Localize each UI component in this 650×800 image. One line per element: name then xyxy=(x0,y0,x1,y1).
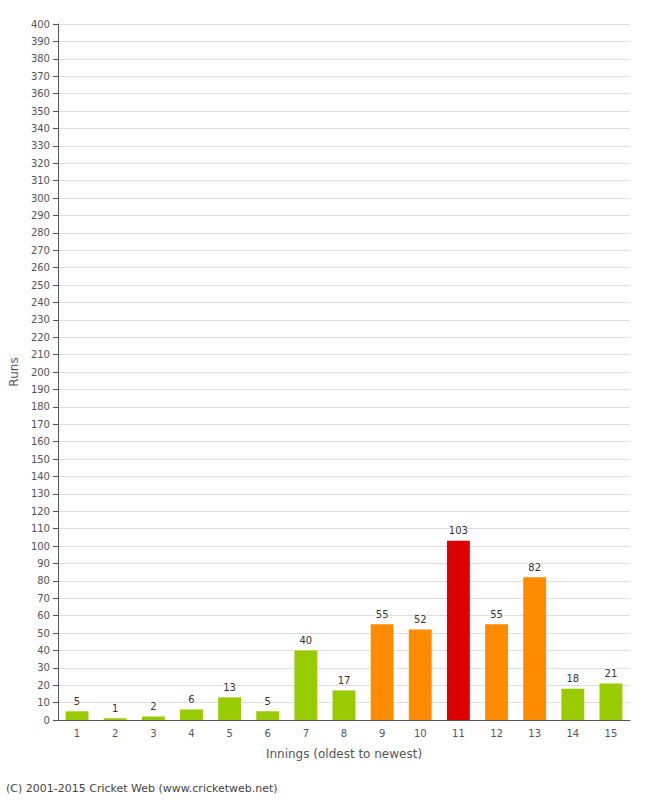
svg-text:Innings (oldest to newest): Innings (oldest to newest) xyxy=(266,747,422,761)
svg-text:140: 140 xyxy=(31,471,50,482)
svg-text:(C) 2001-2015 Cricket Web (www: (C) 2001-2015 Cricket Web (www.cricketwe… xyxy=(6,782,278,795)
svg-text:20: 20 xyxy=(37,680,50,691)
svg-text:2: 2 xyxy=(150,701,156,712)
svg-text:230: 230 xyxy=(31,314,50,325)
svg-text:280: 280 xyxy=(31,227,50,238)
svg-text:13: 13 xyxy=(223,682,236,693)
svg-text:1: 1 xyxy=(74,728,80,739)
svg-text:10: 10 xyxy=(414,728,427,739)
svg-text:17: 17 xyxy=(338,675,351,686)
svg-text:380: 380 xyxy=(31,53,50,64)
svg-text:400: 400 xyxy=(31,19,50,30)
svg-text:360: 360 xyxy=(31,88,50,99)
svg-text:30: 30 xyxy=(37,662,50,673)
svg-text:6: 6 xyxy=(265,728,271,739)
svg-text:300: 300 xyxy=(31,193,50,204)
svg-text:290: 290 xyxy=(31,210,50,221)
svg-text:14: 14 xyxy=(566,728,579,739)
svg-text:40: 40 xyxy=(37,645,50,656)
svg-text:13: 13 xyxy=(528,728,541,739)
svg-text:3: 3 xyxy=(150,728,156,739)
svg-text:5: 5 xyxy=(226,728,232,739)
svg-text:5: 5 xyxy=(74,696,80,707)
svg-text:180: 180 xyxy=(31,401,50,412)
svg-text:120: 120 xyxy=(31,506,50,517)
svg-text:11: 11 xyxy=(452,728,465,739)
svg-text:190: 190 xyxy=(31,384,50,395)
svg-text:12: 12 xyxy=(490,728,503,739)
svg-text:250: 250 xyxy=(31,280,50,291)
svg-text:340: 340 xyxy=(31,123,50,134)
svg-text:9: 9 xyxy=(379,728,385,739)
svg-text:80: 80 xyxy=(37,575,50,586)
svg-text:50: 50 xyxy=(37,628,50,639)
svg-text:Runs: Runs xyxy=(7,357,21,386)
svg-text:103: 103 xyxy=(449,525,468,536)
svg-text:21: 21 xyxy=(605,668,618,679)
svg-text:10: 10 xyxy=(37,697,50,708)
svg-text:15: 15 xyxy=(605,728,618,739)
svg-text:150: 150 xyxy=(31,454,50,465)
svg-text:4: 4 xyxy=(188,728,194,739)
svg-text:5: 5 xyxy=(265,696,271,707)
svg-text:270: 270 xyxy=(31,245,50,256)
svg-text:82: 82 xyxy=(528,562,541,573)
svg-text:60: 60 xyxy=(37,610,50,621)
svg-text:2: 2 xyxy=(112,728,118,739)
svg-text:100: 100 xyxy=(31,541,50,552)
svg-text:70: 70 xyxy=(37,593,50,604)
svg-text:6: 6 xyxy=(188,694,194,705)
svg-text:90: 90 xyxy=(37,558,50,569)
svg-text:390: 390 xyxy=(31,36,50,47)
svg-text:130: 130 xyxy=(31,488,50,499)
svg-text:18: 18 xyxy=(566,673,579,684)
svg-text:8: 8 xyxy=(341,728,347,739)
svg-text:320: 320 xyxy=(31,158,50,169)
svg-text:55: 55 xyxy=(376,609,389,620)
svg-text:160: 160 xyxy=(31,436,50,447)
svg-text:170: 170 xyxy=(31,419,50,430)
svg-text:330: 330 xyxy=(31,140,50,151)
svg-text:370: 370 xyxy=(31,71,50,82)
svg-text:350: 350 xyxy=(31,106,50,117)
svg-text:260: 260 xyxy=(31,262,50,273)
svg-text:210: 210 xyxy=(31,349,50,360)
svg-text:52: 52 xyxy=(414,614,427,625)
svg-text:310: 310 xyxy=(31,175,50,186)
svg-text:40: 40 xyxy=(299,635,312,646)
svg-text:110: 110 xyxy=(31,523,50,534)
svg-text:240: 240 xyxy=(31,297,50,308)
svg-text:220: 220 xyxy=(31,332,50,343)
svg-text:0: 0 xyxy=(44,715,50,726)
svg-text:1: 1 xyxy=(112,703,118,714)
svg-text:7: 7 xyxy=(303,728,309,739)
svg-text:200: 200 xyxy=(31,367,50,378)
svg-text:55: 55 xyxy=(490,609,503,620)
